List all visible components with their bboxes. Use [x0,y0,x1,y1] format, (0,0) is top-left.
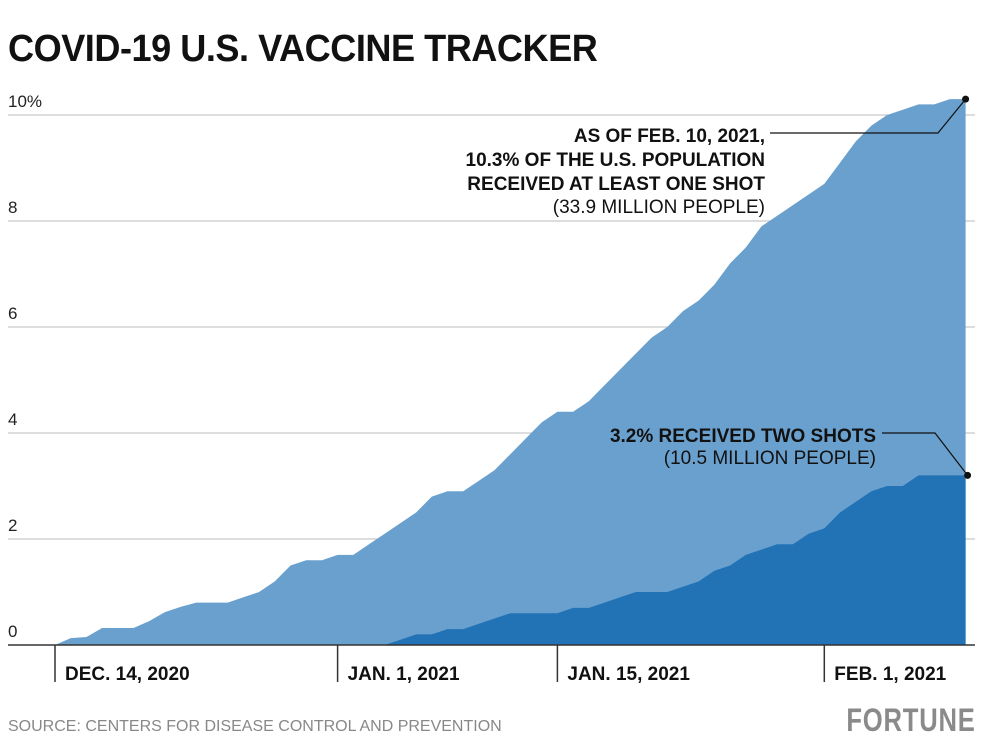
y-tick-label: 8 [8,198,17,217]
fortune-logo: FORTUNE [846,702,976,738]
y-tick-label: 10% [8,92,42,111]
y-tick-label: 2 [8,516,17,535]
annotation-one-shot-line: 10.3% OF THE U.S. POPULATION [466,150,765,171]
chart-title: COVID-19 U.S. VACCINE TRACKER [8,28,598,70]
y-tick-label: 6 [8,304,17,323]
annotation-two-shots-line: (10.5 MILLION PEOPLE) [664,448,876,469]
annotation-one-shot-line: RECEIVED AT LEAST ONE SHOT [467,174,765,195]
annotation-leader-two-shots [882,432,969,476]
y-tick-label: 4 [8,410,17,429]
annotation-dot-one-shot [962,95,970,103]
y-tick-label: 0 [8,622,17,641]
annotation-leader-one-shot [770,98,967,134]
x-tick-label: JAN. 15, 2021 [567,664,690,685]
annotation-dot-two-shots [964,471,972,479]
annotation-one-shot-line: (33.9 MILLION PEOPLE) [553,197,765,218]
annotation-two-shots-line: 3.2% RECEIVED TWO SHOTS [610,426,876,447]
x-tick-label: FEB. 1, 2021 [834,664,946,685]
x-tick-label: DEC. 14, 2020 [65,664,190,685]
area-two-shots [55,475,966,645]
x-tick-label: JAN. 1, 2021 [348,664,460,685]
area-at-least-one-shot [55,99,966,646]
source-note: SOURCE: CENTERS FOR DISEASE CONTROL AND … [8,718,502,735]
annotation-one-shot-line: AS OF FEB. 10, 2021, [574,126,765,147]
